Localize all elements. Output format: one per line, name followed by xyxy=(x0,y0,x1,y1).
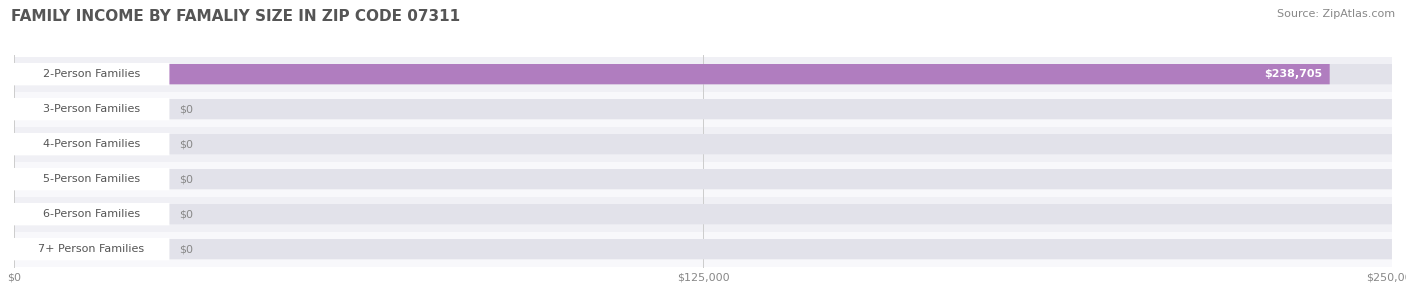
Text: $0: $0 xyxy=(180,209,194,219)
FancyBboxPatch shape xyxy=(14,169,1392,189)
FancyBboxPatch shape xyxy=(14,99,169,119)
FancyBboxPatch shape xyxy=(14,64,1392,84)
Bar xyxy=(14,232,1392,267)
Bar xyxy=(14,127,1392,162)
Bar xyxy=(14,92,1392,127)
FancyBboxPatch shape xyxy=(14,169,169,189)
Text: 3-Person Families: 3-Person Families xyxy=(42,104,139,114)
Text: Source: ZipAtlas.com: Source: ZipAtlas.com xyxy=(1277,9,1395,19)
FancyBboxPatch shape xyxy=(14,99,169,119)
Bar xyxy=(14,197,1392,232)
FancyBboxPatch shape xyxy=(14,134,169,154)
Text: $0: $0 xyxy=(180,174,194,184)
Text: 7+ Person Families: 7+ Person Families xyxy=(38,244,145,254)
Text: $0: $0 xyxy=(180,104,194,114)
FancyBboxPatch shape xyxy=(14,204,169,224)
FancyBboxPatch shape xyxy=(14,204,169,224)
FancyBboxPatch shape xyxy=(14,134,169,154)
FancyBboxPatch shape xyxy=(14,239,1392,259)
Text: 2-Person Families: 2-Person Families xyxy=(42,69,139,79)
Text: FAMILY INCOME BY FAMALIY SIZE IN ZIP CODE 07311: FAMILY INCOME BY FAMALIY SIZE IN ZIP COD… xyxy=(11,9,460,24)
FancyBboxPatch shape xyxy=(14,204,1392,224)
Text: $238,705: $238,705 xyxy=(1264,69,1323,79)
FancyBboxPatch shape xyxy=(14,239,169,259)
FancyBboxPatch shape xyxy=(14,99,1392,119)
Text: 6-Person Families: 6-Person Families xyxy=(42,209,139,219)
FancyBboxPatch shape xyxy=(14,64,1330,84)
Text: $0: $0 xyxy=(180,139,194,149)
Text: 4-Person Families: 4-Person Families xyxy=(42,139,139,149)
FancyBboxPatch shape xyxy=(14,64,169,84)
FancyBboxPatch shape xyxy=(14,239,169,259)
Text: $0: $0 xyxy=(180,244,194,254)
Bar xyxy=(14,162,1392,197)
Text: 5-Person Families: 5-Person Families xyxy=(42,174,139,184)
FancyBboxPatch shape xyxy=(14,134,1392,154)
FancyBboxPatch shape xyxy=(14,169,169,189)
Bar xyxy=(14,57,1392,92)
